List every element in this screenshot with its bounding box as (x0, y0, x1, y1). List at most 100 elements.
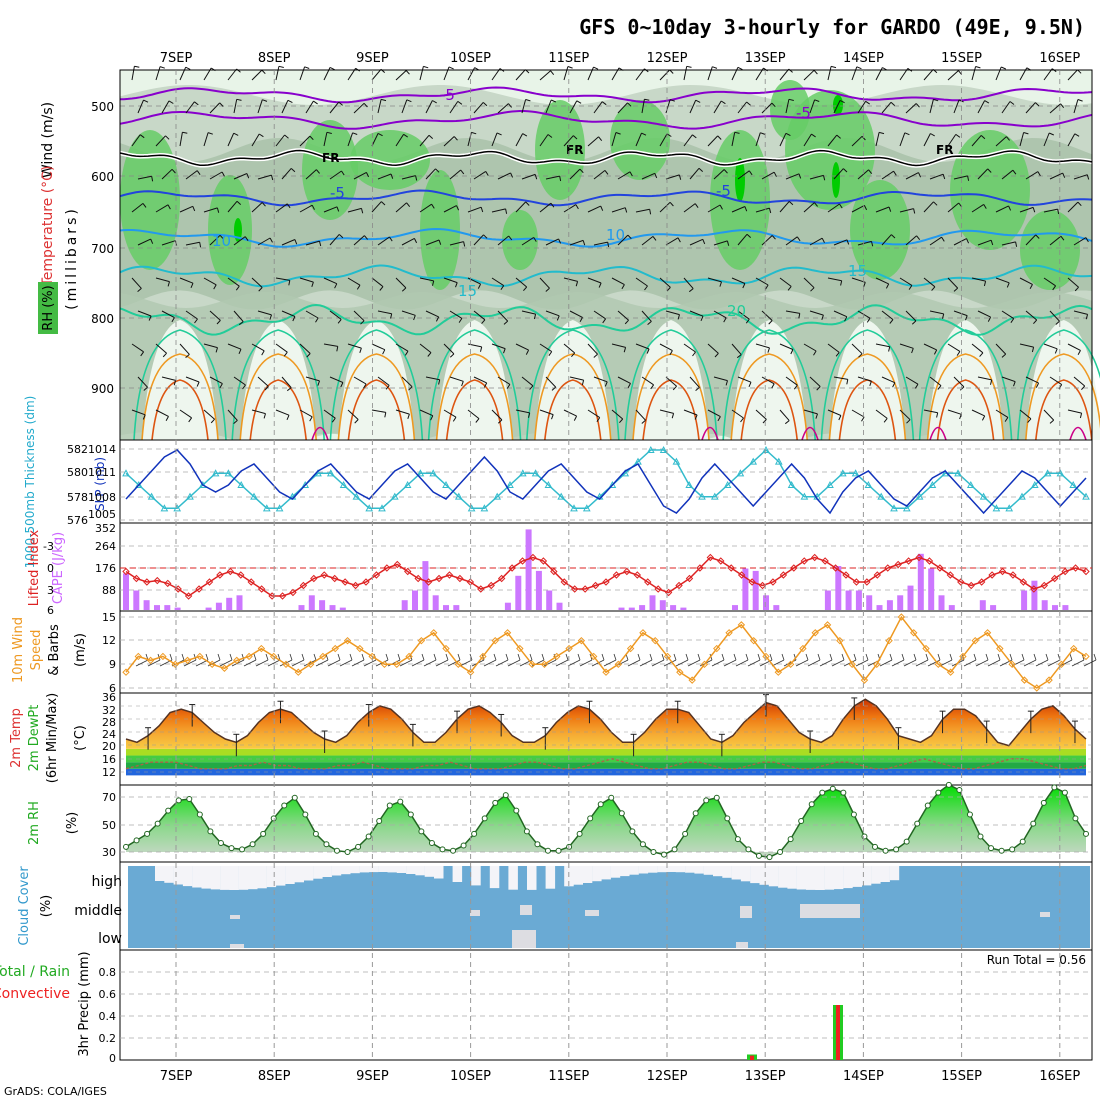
temp-tick-label: 32 (102, 704, 116, 717)
wind-barb (521, 376, 534, 387)
wind-barb (473, 234, 484, 246)
wind-barb (467, 206, 482, 213)
wind-barb-flag (823, 175, 826, 181)
li-series-point (998, 567, 1007, 576)
pressure-tick-label: 900 (91, 382, 114, 396)
wind10-barb (339, 659, 353, 667)
wind-barb-flag (413, 315, 416, 321)
wind-barb (683, 134, 693, 147)
wind-barb-flag (933, 201, 938, 206)
wind-barb-flag (192, 206, 196, 212)
rh2m-line-point (207, 828, 214, 835)
thickness-series-point (966, 480, 975, 488)
li-series-point (790, 564, 798, 572)
wind-barb (347, 207, 362, 213)
wind10-series-point (676, 668, 684, 676)
wind10-barb (147, 659, 161, 667)
wind-barb (209, 376, 223, 385)
contour-30-arch (740, 379, 798, 441)
wind-barb (995, 277, 1010, 284)
wind-barb-flag (821, 314, 824, 320)
cape-bar (659, 600, 666, 610)
wind-barb-flag (723, 169, 728, 174)
wind-barb-flag (483, 234, 488, 239)
cape-bar (886, 600, 893, 610)
wind-barb (305, 310, 319, 319)
wind-barb (923, 409, 938, 414)
cloud-high-bar (201, 866, 211, 889)
wind10-series-point (1082, 652, 1090, 661)
wind10-series-point (725, 629, 733, 637)
wind-barb (953, 310, 968, 317)
wind-barb (731, 67, 739, 81)
wind-barb (953, 238, 967, 246)
wind-barb-flag (581, 379, 585, 386)
wind-barb-flag (453, 136, 458, 141)
wind10-barb-flag (913, 653, 917, 661)
contour-label: 10 (212, 232, 231, 250)
wind10-barb (987, 659, 1001, 667)
wind10-barb-flag (565, 653, 569, 661)
wind-barb-flag (666, 287, 671, 292)
li-series-point (810, 553, 819, 562)
wind-barb-flag (137, 288, 142, 292)
li-series-point (414, 574, 422, 583)
wind10-barb (423, 659, 437, 667)
wind-barb-flag (1035, 382, 1040, 388)
wind-barb (473, 170, 486, 180)
wind-barb (923, 201, 934, 213)
wind-barb-flag (600, 205, 604, 211)
cloud-high-bar (759, 866, 769, 885)
wind-barb-flag (666, 133, 672, 137)
wind10-barb (435, 659, 449, 667)
rh2m-line-point (755, 852, 762, 859)
cloud-high-bar (471, 866, 481, 886)
wind-barb (851, 204, 865, 213)
wind-barb (155, 277, 170, 283)
wind-barb (755, 409, 767, 420)
cloud-high-bar (768, 866, 779, 887)
wind-barb-flag (559, 176, 562, 182)
wind-barb (203, 277, 217, 286)
wind-barb-flag (871, 241, 874, 247)
li-series-point (717, 557, 725, 565)
wind-barb-flag (796, 236, 801, 242)
wind10-barb-flag (853, 653, 857, 661)
wind10-series-point (171, 660, 179, 669)
thickness-series-point (902, 504, 911, 512)
contour-25-arch (730, 353, 808, 441)
wind-barb-flag (286, 203, 291, 209)
wind-barb-flag (316, 169, 320, 174)
wind10-barb (855, 659, 869, 667)
wind-barb-flag (471, 131, 477, 135)
wind-barb (467, 409, 480, 419)
rh-tick-label: 50 (102, 819, 116, 832)
wind-barb (473, 376, 487, 384)
wind-barb (977, 100, 986, 114)
wind-barb (707, 204, 721, 213)
wind-barb (377, 173, 392, 180)
wind-barb (353, 171, 367, 180)
wind-barb (425, 310, 439, 318)
wind-barb-flag (382, 349, 386, 355)
wind-barb-flag (911, 348, 914, 354)
thickness-series-point (838, 469, 847, 477)
wind-barb-flag (717, 135, 722, 140)
rh2m-line-point (302, 811, 309, 818)
wind-barb-flag (315, 317, 319, 323)
li-series-point (915, 553, 923, 562)
cape-bar (504, 602, 511, 610)
wind-barb (971, 343, 984, 354)
wind-barb-flag (377, 132, 383, 137)
li-series-point (529, 553, 537, 562)
wind-barb (155, 66, 161, 81)
wind-barb-flag (551, 99, 556, 103)
wind-barb-flag (140, 351, 145, 357)
wind-barb-flag (915, 103, 920, 108)
cloud-high-bar (740, 866, 751, 882)
wind-barb-flag (629, 171, 633, 177)
contour-30-arch (936, 379, 995, 441)
wind-barb (491, 132, 498, 147)
wind-barb (587, 66, 594, 81)
